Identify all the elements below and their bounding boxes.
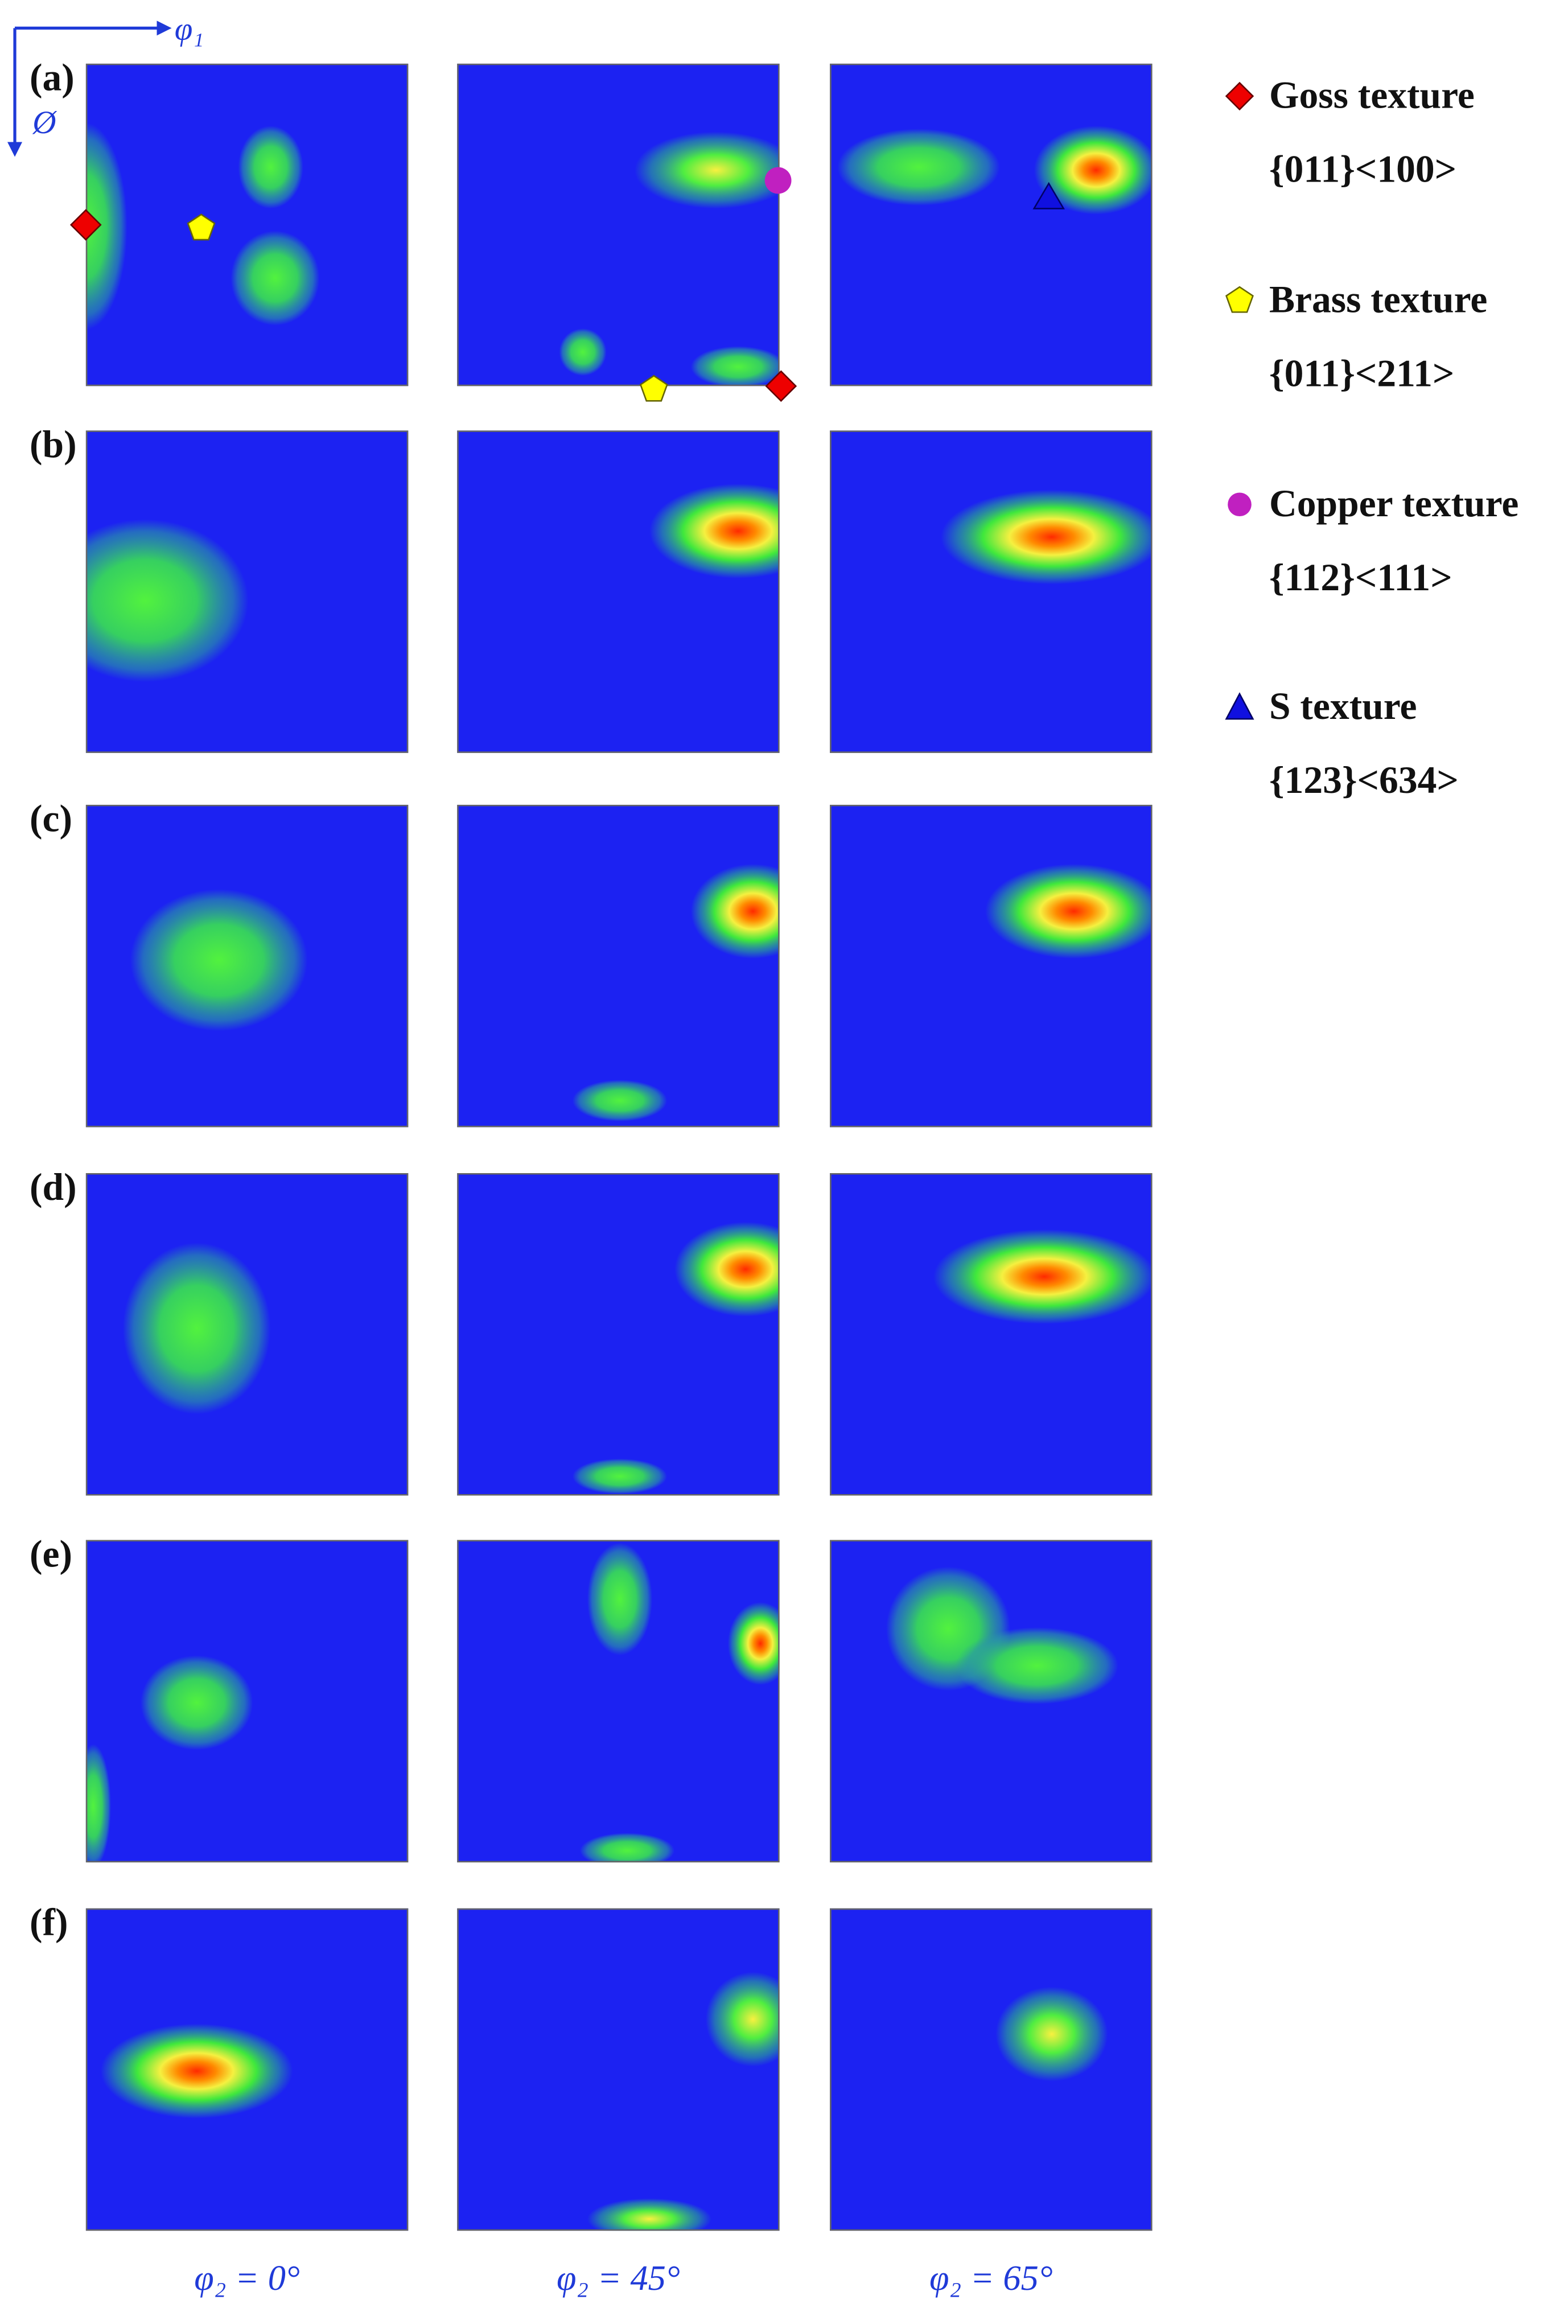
- odf-sections: [85, 63, 1153, 2231]
- intensity-region: [85, 1744, 111, 1863]
- intensity-region: [1034, 125, 1153, 215]
- odf-panel: [85, 63, 409, 386]
- intensity-region: [727, 1602, 780, 1685]
- intensity-region: [635, 131, 780, 209]
- intensity-region: [85, 519, 249, 682]
- intensity-region: [690, 346, 780, 386]
- intensity-region: [587, 2198, 712, 2231]
- odf-panel: [830, 430, 1153, 753]
- row-label: (c): [30, 797, 72, 840]
- intensity-region: [995, 1986, 1108, 2082]
- odf-panel: [85, 1173, 409, 1496]
- intensity-region: [941, 490, 1153, 585]
- panel-border: [830, 430, 1153, 753]
- row-label: (d): [30, 1166, 77, 1208]
- odf-panel: [830, 1540, 1153, 1863]
- row-label: (e): [30, 1532, 72, 1575]
- intensity-region: [572, 1080, 668, 1122]
- intensity-region: [933, 1229, 1153, 1325]
- odf-panel: [457, 1173, 780, 1496]
- intensity-region: [100, 2023, 293, 2119]
- odf-panel: [85, 1540, 409, 1863]
- panel-background: [457, 430, 780, 753]
- odf-panel: [830, 804, 1153, 1128]
- odf-panel: [830, 1173, 1153, 1496]
- intensity-region: [130, 889, 308, 1031]
- column-label: φ₂ = 45°: [557, 2259, 680, 2298]
- panel-border: [830, 1173, 1153, 1496]
- odf-panel: [457, 63, 780, 386]
- panel-border: [830, 63, 1153, 386]
- x-axis-label: φ₁: [175, 11, 204, 47]
- intensity-region: [231, 231, 320, 326]
- panel-background: [830, 63, 1153, 386]
- intensity-region: [579, 1833, 675, 1863]
- legend-name: S texture: [1269, 685, 1417, 727]
- intensity-region: [985, 863, 1153, 959]
- legend-index: {112}<111>: [1269, 556, 1452, 599]
- panel-background: [457, 804, 780, 1128]
- panel-border: [85, 1908, 409, 2231]
- row-label: (a): [30, 56, 75, 99]
- intensity-region: [85, 122, 127, 330]
- panel-background: [830, 804, 1153, 1128]
- odf-panel: [457, 1540, 780, 1863]
- legend-name: Goss texture: [1269, 74, 1475, 117]
- intensity-region: [837, 129, 1000, 206]
- odf-panel: [457, 1908, 780, 2231]
- panel-border: [457, 1540, 780, 1863]
- panel-border: [85, 1540, 409, 1863]
- intensity-region: [955, 1627, 1118, 1705]
- odf-panel: [85, 804, 409, 1128]
- odf-panel: [85, 430, 409, 753]
- axis-key: φ₁ Ø: [7, 11, 204, 157]
- panel-border: [830, 804, 1153, 1128]
- y-axis-label: Ø: [32, 105, 57, 141]
- panel-background: [457, 1173, 780, 1496]
- odf-panel: [85, 1908, 409, 2231]
- legend-index: {123}<634>: [1269, 759, 1459, 801]
- intensity-region: [559, 328, 607, 376]
- column-label: φ₂ = 65°: [929, 2259, 1053, 2298]
- intensity-region: [649, 483, 780, 579]
- panel-background: [457, 1908, 780, 2231]
- legend-name: Copper texture: [1269, 482, 1518, 525]
- panel-border: [457, 1908, 780, 2231]
- panel-border: [457, 63, 780, 386]
- legend-name: Brass texture: [1269, 278, 1487, 320]
- odf-panel: [457, 430, 780, 753]
- intensity-region: [572, 1458, 668, 1494]
- panel-border: [457, 804, 780, 1128]
- panel-border: [85, 1173, 409, 1496]
- panel-background: [85, 63, 409, 386]
- panel-border: [85, 430, 409, 753]
- panel-border: [85, 804, 409, 1128]
- panel-border: [457, 430, 780, 753]
- intensity-region: [690, 863, 780, 959]
- intensity-region: [140, 1655, 253, 1750]
- legend-index: {011}<100>: [1269, 148, 1456, 191]
- odf-panel: [830, 1908, 1153, 2231]
- panel-background: [830, 1908, 1153, 2231]
- row-label: (f): [30, 1901, 68, 1943]
- panel-border: [830, 1540, 1153, 1863]
- intensity-region: [122, 1243, 271, 1414]
- row-label: (b): [30, 423, 77, 466]
- intensity-region: [587, 1543, 653, 1656]
- odf-panel: [830, 63, 1153, 386]
- panel-background: [457, 63, 780, 386]
- column-label: φ₂ = 0°: [194, 2259, 300, 2298]
- panel-border: [457, 1173, 780, 1496]
- legend: Goss texture {011}<100> Brass texture {011}…: [1225, 74, 1518, 801]
- intensity-region: [238, 125, 303, 209]
- odf-panel: [457, 804, 780, 1128]
- legend-index: {011}<211>: [1269, 352, 1454, 394]
- panel-background: [830, 1173, 1153, 1496]
- panel-border: [830, 1908, 1153, 2231]
- texture-markers: [69, 167, 1065, 402]
- intensity-region: [705, 1972, 780, 2067]
- panel-background: [830, 430, 1153, 753]
- intensity-region: [674, 1221, 780, 1317]
